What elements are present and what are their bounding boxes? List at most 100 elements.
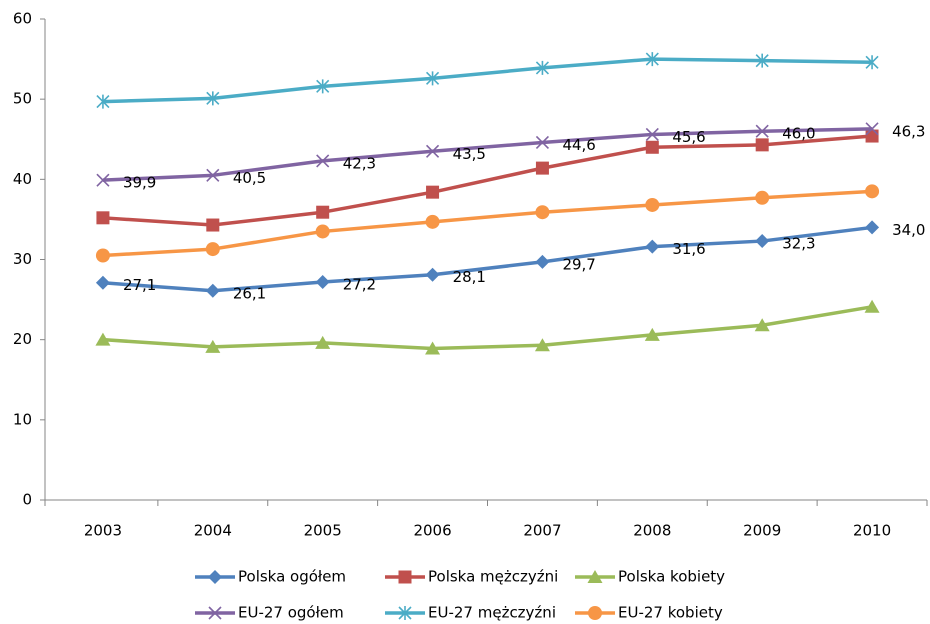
marker xyxy=(426,185,440,199)
marker xyxy=(645,197,660,212)
data-label: 27,1 xyxy=(123,276,156,294)
data-label: 44,6 xyxy=(562,136,595,154)
marker-shape xyxy=(208,570,222,584)
marker xyxy=(865,220,880,235)
marker-shape xyxy=(865,122,879,136)
marker-shape xyxy=(96,211,110,225)
marker xyxy=(315,274,330,289)
x-tick-label: 2003 xyxy=(84,522,122,540)
marker-shape xyxy=(534,338,550,352)
marker xyxy=(205,339,221,353)
marker-shape xyxy=(535,135,550,150)
marker xyxy=(755,190,770,205)
marker-shape xyxy=(645,239,660,254)
y-tick-label: 20 xyxy=(13,330,32,348)
series-line xyxy=(102,225,873,293)
marker xyxy=(96,94,110,109)
legend-label: Polska kobiety xyxy=(618,568,725,586)
data-label: 45,6 xyxy=(672,128,705,146)
legend-label: Polska mężczyźni xyxy=(428,568,558,586)
marker xyxy=(755,124,769,138)
marker-shape xyxy=(865,129,879,143)
marker-shape xyxy=(96,94,110,109)
y-tick-label: 10 xyxy=(13,410,32,428)
data-label: 42,3 xyxy=(343,154,376,172)
x-tick-label: 2007 xyxy=(523,522,561,540)
marker-shape xyxy=(535,60,550,75)
marker-shape xyxy=(755,234,770,249)
marker xyxy=(645,127,659,142)
series-line xyxy=(102,57,873,104)
data-label: 43,5 xyxy=(453,145,486,163)
marker xyxy=(865,184,880,199)
series-line xyxy=(102,305,873,351)
y-tick-label: 40 xyxy=(13,170,32,188)
marker xyxy=(96,211,110,225)
marker xyxy=(645,52,659,67)
marker-shape xyxy=(535,205,550,220)
marker xyxy=(95,248,110,263)
x-tick-label: 2005 xyxy=(304,522,342,540)
marker xyxy=(208,606,222,620)
marker xyxy=(644,327,660,341)
marker-shape xyxy=(425,267,440,282)
marker-shape xyxy=(865,184,880,199)
marker-shape xyxy=(205,339,221,353)
data-label: 27,2 xyxy=(343,275,376,293)
marker-shape xyxy=(645,52,659,67)
marker xyxy=(315,335,331,349)
marker-shape xyxy=(535,161,549,175)
marker-shape xyxy=(587,570,603,583)
marker-shape xyxy=(755,138,769,152)
marker-shape xyxy=(755,53,769,68)
data-label: 46,3 xyxy=(892,122,925,140)
marker-shape xyxy=(208,606,222,620)
marker xyxy=(206,91,220,106)
marker-shape xyxy=(206,91,220,106)
marker-shape xyxy=(316,79,330,94)
marker xyxy=(205,242,220,257)
marker-shape xyxy=(865,220,880,235)
marker xyxy=(755,53,769,68)
series-line xyxy=(102,134,873,227)
legend-label: EU-27 mężczyźni xyxy=(428,604,556,622)
marker-shape xyxy=(316,205,330,219)
x-tick-label: 2004 xyxy=(194,522,232,540)
marker xyxy=(398,606,412,620)
marker xyxy=(206,218,220,232)
y-tick-label: 30 xyxy=(13,250,32,268)
marker xyxy=(425,341,441,355)
x-tick-label: 2008 xyxy=(633,522,671,540)
data-label: 32,3 xyxy=(782,235,815,253)
legend-label: Polska ogółem xyxy=(238,568,346,586)
marker-shape xyxy=(96,173,110,187)
marker xyxy=(754,318,770,332)
marker-shape xyxy=(206,218,220,232)
data-label: 40,5 xyxy=(233,169,266,187)
marker xyxy=(315,224,330,239)
marker-shape xyxy=(754,318,770,332)
series-line xyxy=(102,189,873,258)
marker xyxy=(208,570,222,584)
marker-shape xyxy=(206,168,220,182)
marker-shape xyxy=(205,283,220,298)
marker xyxy=(535,254,550,269)
marker-shape xyxy=(95,332,111,346)
x-tick-label: 2006 xyxy=(413,522,451,540)
marker xyxy=(534,338,550,352)
marker xyxy=(755,138,769,152)
y-tick-label: 50 xyxy=(13,90,32,108)
marker xyxy=(645,140,659,154)
marker-shape xyxy=(755,190,770,205)
marker-shape xyxy=(205,242,220,257)
marker xyxy=(587,570,603,583)
marker-shape xyxy=(95,275,110,290)
marker xyxy=(535,135,550,150)
legend-label: EU-27 kobiety xyxy=(618,604,723,622)
marker xyxy=(316,154,330,168)
marker xyxy=(425,214,440,229)
marker-shape xyxy=(425,71,440,86)
marker xyxy=(865,129,879,143)
marker xyxy=(425,71,440,86)
marker xyxy=(206,168,220,182)
